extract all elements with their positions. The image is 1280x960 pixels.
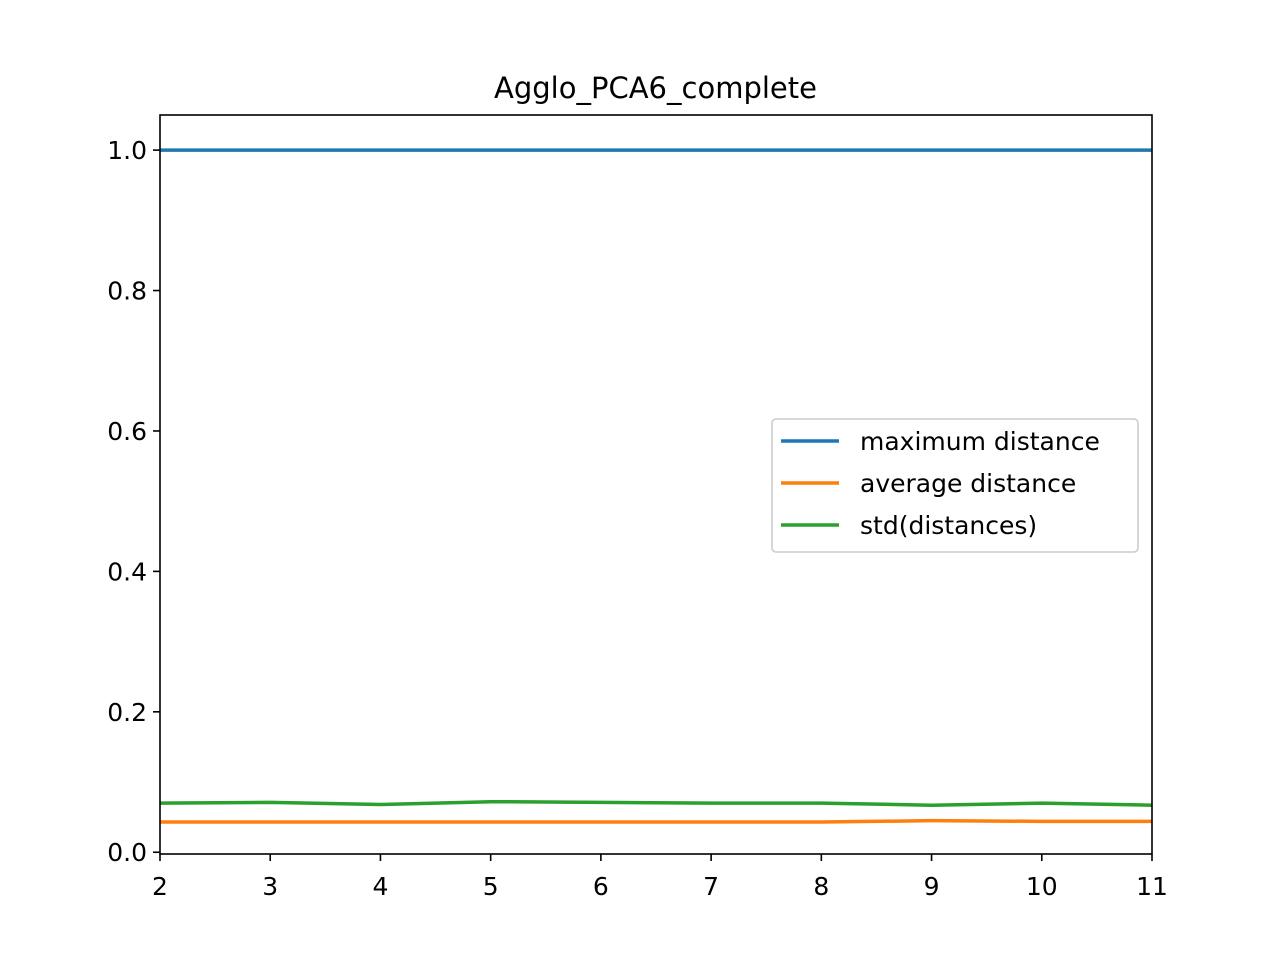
x-tick-label: 5 — [483, 872, 499, 901]
plot-area — [159, 114, 1153, 855]
y-tick-label: 1.0 — [107, 136, 147, 165]
chart-title: Agglo_PCA6_complete — [494, 71, 817, 105]
x-tick-label: 6 — [593, 872, 609, 901]
x-axis: 2 3 4 5 6 7 8 9 10 11 — [152, 854, 1168, 901]
legend-label: std(distances) — [860, 511, 1037, 540]
x-tick-label: 10 — [1026, 872, 1058, 901]
legend-label: maximum distance — [860, 427, 1100, 456]
y-axis: 0.0 0.2 0.4 0.6 0.8 1.0 — [107, 136, 160, 867]
x-tick-label: 3 — [262, 872, 278, 901]
x-tick-label: 4 — [372, 872, 388, 901]
legend: maximum distance average distance std(dist… — [771, 418, 1139, 553]
x-tick-label: 7 — [703, 872, 719, 901]
y-tick-label: 0.4 — [107, 557, 147, 586]
legend-box — [771, 418, 1139, 553]
x-tick-label: 8 — [813, 872, 829, 901]
legend-label: average distance — [860, 469, 1076, 498]
x-tick-label: 2 — [152, 872, 168, 901]
series-line-3 — [160, 799, 1152, 807]
y-tick-label: 0.8 — [107, 277, 147, 306]
y-tick-label: 0.2 — [107, 698, 147, 727]
y-tick-label: 0.0 — [107, 838, 147, 867]
x-tick-label: 11 — [1136, 872, 1168, 901]
y-tick-label: 0.6 — [107, 417, 147, 446]
x-tick-label: 9 — [924, 872, 940, 901]
plot-frame — [159, 114, 1153, 855]
series-line-2 — [160, 818, 1152, 824]
